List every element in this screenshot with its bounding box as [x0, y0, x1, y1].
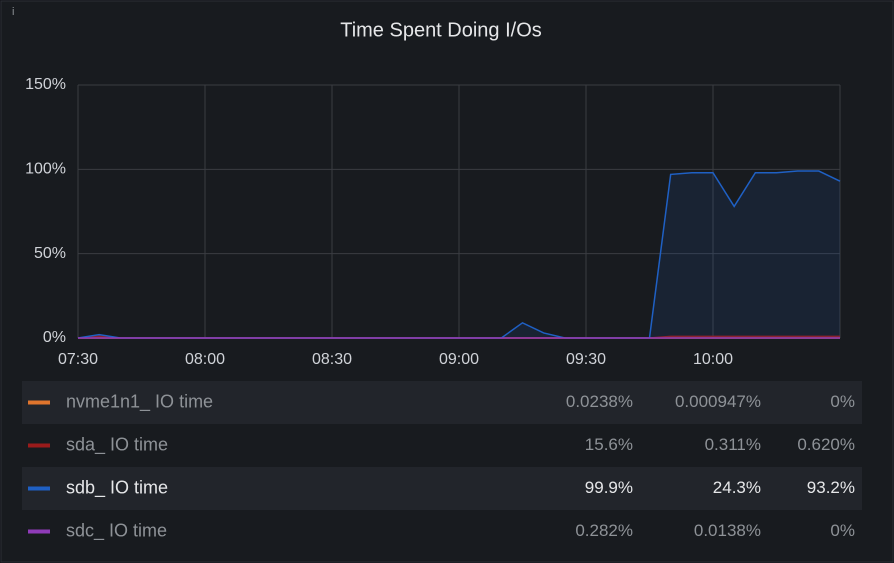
x-tick-label: 08:00: [185, 351, 225, 368]
series-area: [78, 171, 840, 338]
legend-label: sdb_ IO time: [66, 477, 168, 498]
x-tick-label: 07:30: [58, 351, 98, 368]
x-tick-label: 09:00: [439, 351, 479, 368]
legend-stat: 0.282%: [575, 521, 633, 540]
y-tick-label: 150%: [25, 76, 66, 93]
legend-stat: 0.620%: [797, 435, 855, 454]
x-tick-label: 09:30: [566, 351, 606, 368]
y-tick-label: 0%: [43, 329, 66, 346]
legend-stat: 24.3%: [713, 478, 761, 497]
legend-label: sdc_ IO time: [66, 520, 167, 541]
y-tick-label: 100%: [25, 161, 66, 178]
legend-row[interactable]: [22, 381, 862, 424]
legend-row[interactable]: [22, 467, 862, 510]
legend-stat: 99.9%: [585, 478, 633, 497]
legend-stat: 0.0238%: [566, 392, 633, 411]
legend-stat: 0.000947%: [675, 392, 761, 411]
legend-swatch: [28, 443, 50, 448]
legend-label: nvme1n1_ IO time: [66, 391, 213, 412]
x-tick-label: 08:30: [312, 351, 352, 368]
y-tick-label: 50%: [34, 245, 66, 262]
legend-row[interactable]: [22, 510, 862, 553]
legend-row[interactable]: [22, 424, 862, 467]
legend-stat: 93.2%: [807, 478, 855, 497]
legend-stat: 15.6%: [585, 435, 633, 454]
legend-stat: 0%: [830, 521, 855, 540]
legend-swatch: [28, 400, 50, 405]
legend-stat: 0.311%: [705, 435, 761, 454]
legend-label: sda_ IO time: [66, 434, 168, 455]
legend-stat: 0.0138%: [694, 521, 761, 540]
legend-stat: 0%: [830, 392, 855, 411]
info-icon[interactable]: i: [12, 6, 14, 18]
chart-title: Time Spent Doing I/Os: [340, 19, 542, 41]
legend-swatch: [28, 529, 50, 534]
x-tick-label: 10:00: [693, 351, 733, 368]
legend-swatch: [28, 486, 50, 491]
